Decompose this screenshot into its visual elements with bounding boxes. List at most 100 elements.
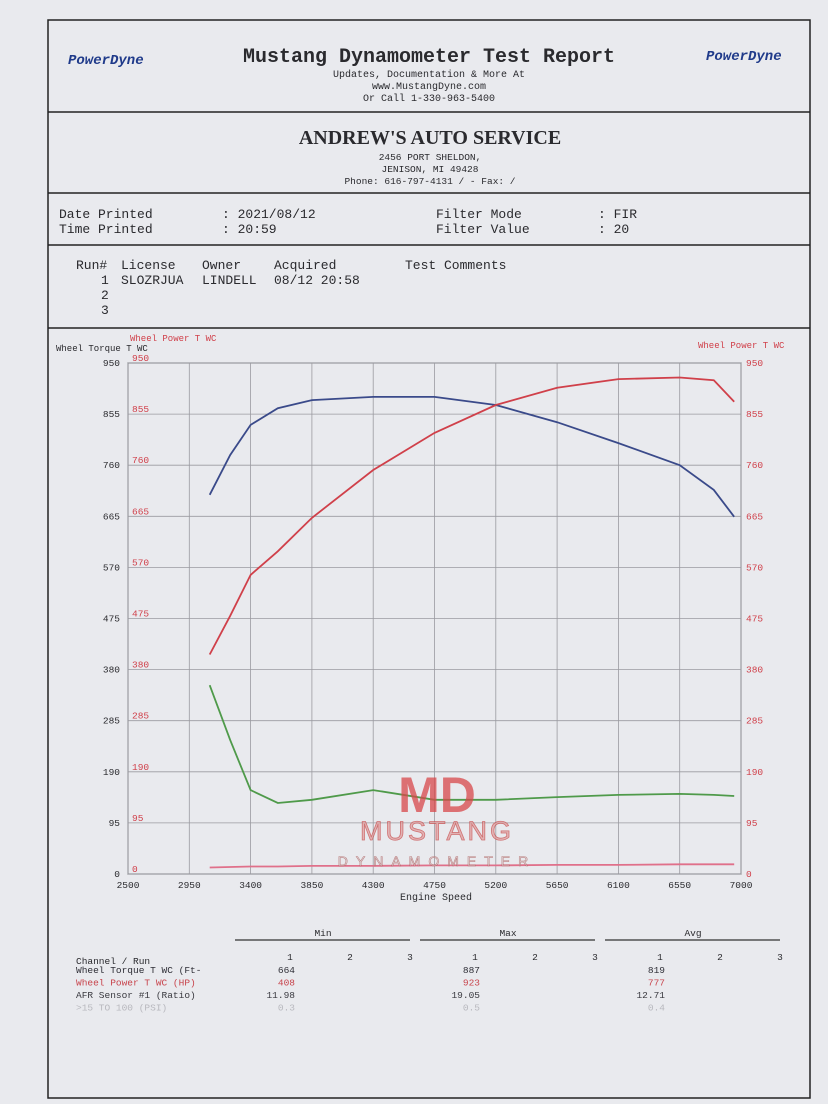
y2-tick-label: 475 — [746, 614, 763, 625]
y-tick-label: 760 — [103, 460, 120, 471]
summary-value: 819 — [648, 965, 665, 976]
outer-frame — [47, 19, 811, 1099]
y2-tick-label: 95 — [132, 813, 144, 824]
series-line — [208, 396, 735, 518]
y2-tick-label: 570 — [746, 562, 763, 573]
y2-axis-title: Wheel Power T WC — [698, 341, 785, 351]
shop-line: 2456 PORT SHELDON, — [379, 152, 482, 163]
run-number: 1 — [287, 952, 293, 963]
runs-header: License — [121, 258, 176, 273]
y2-tick-label: 380 — [132, 660, 149, 671]
run-number: 2 — [532, 952, 538, 963]
summary-value: 777 — [648, 978, 665, 989]
y2-tick-label: 855 — [746, 409, 763, 420]
summary-value: 408 — [278, 978, 295, 989]
info-value: : 20 — [598, 222, 629, 237]
x-axis-title: Engine Speed — [400, 892, 472, 904]
y-tick-label: 285 — [103, 716, 120, 727]
y2-tick-label: 190 — [132, 762, 149, 773]
run-cell: 1 — [101, 273, 109, 288]
y2-tick-label: 190 — [746, 767, 763, 778]
series-line — [208, 684, 735, 804]
y2-tick-label: 760 — [132, 455, 149, 466]
x-tick-label: 5650 — [546, 880, 569, 891]
report-title: Mustang Dynamometer Test Report — [243, 46, 615, 69]
x-tick-label: 2500 — [117, 880, 140, 891]
summary-value: 887 — [463, 965, 480, 976]
summary-value: 0.3 — [278, 1003, 295, 1014]
header-line: Or Call 1-330-963-5400 — [363, 93, 495, 105]
run-number: 1 — [472, 952, 478, 963]
shop-name: ANDREW'S AUTO SERVICE — [299, 127, 561, 149]
channel-name: Wheel Power T WC (HP) — [76, 978, 196, 989]
y2-tick-label: 855 — [132, 404, 149, 415]
summary-value: 923 — [463, 978, 480, 989]
info-value: : 2021/08/12 — [222, 207, 316, 222]
run-cell: 2 — [101, 288, 109, 303]
logo: PowerDyne — [706, 49, 782, 65]
summary-value: 11.98 — [266, 990, 295, 1001]
y2-tick-label: 950 — [746, 358, 763, 369]
y-tick-label: 475 — [103, 614, 120, 625]
run-cell: 08/12 20:58 — [274, 273, 360, 288]
x-tick-label: 4750 — [423, 880, 446, 891]
info-label: Filter Mode — [436, 207, 522, 222]
y2-tick-label: 950 — [132, 353, 149, 364]
group-header: Min — [314, 928, 331, 939]
y-tick-label: 665 — [103, 511, 120, 522]
x-tick-label: 2950 — [178, 880, 201, 891]
y-tick-label: 950 — [103, 358, 120, 369]
info-value: : 20:59 — [222, 222, 277, 237]
y2-tick-label: 0 — [132, 864, 138, 875]
x-tick-label: 3400 — [239, 880, 262, 891]
x-tick-label: 3850 — [300, 880, 323, 891]
runs-header: Acquired — [274, 258, 336, 273]
runs-header: Run# — [76, 258, 107, 273]
x-tick-label: 6550 — [668, 880, 691, 891]
watermark-name: MUSTANG — [360, 816, 514, 846]
y2-tick-label: 570 — [132, 557, 149, 568]
run-cell: LINDELL — [202, 273, 257, 288]
y-tick-label: 0 — [114, 869, 120, 880]
y2-tick-label: 760 — [746, 460, 763, 471]
y-tick-label: 190 — [103, 767, 120, 778]
run-number: 2 — [717, 952, 723, 963]
summary-value: 0.5 — [463, 1003, 480, 1014]
header-line: Updates, Documentation & More At — [333, 69, 525, 81]
header-line: www.MustangDyne.com — [372, 82, 486, 93]
y-tick-label: 570 — [103, 562, 120, 573]
group-header: Avg — [684, 928, 701, 939]
summary-value: 664 — [278, 965, 295, 976]
summary-value: 19.05 — [451, 990, 480, 1001]
y2-tick-label: 665 — [132, 506, 149, 517]
channel-name: Wheel Torque T WC (Ft- — [76, 965, 201, 976]
table-header: Channel / Run — [76, 956, 150, 967]
y2-tick-label: 285 — [132, 711, 149, 722]
y2-tick-label: 475 — [132, 609, 149, 620]
shop-line: JENISON, MI 49428 — [382, 164, 479, 175]
watermark: MD MUSTANG DYNAMOMETER — [337, 767, 528, 869]
info-label: Time Printed — [59, 222, 153, 237]
y2-tick-label: 380 — [746, 665, 763, 676]
chart: 0 95 190 285 380 475 570 665 760 855 950 0 0 95 95 190 1… — [103, 353, 764, 891]
y-tick-label: 855 — [103, 409, 120, 420]
run-cell: SLOZRJUA — [121, 273, 184, 288]
x-tick-label: 5200 — [484, 880, 507, 891]
group-header: Max — [499, 928, 516, 939]
y-tick-label: 380 — [103, 665, 120, 676]
run-number: 3 — [407, 952, 413, 963]
run-number: 1 — [657, 952, 663, 963]
series-line — [209, 863, 735, 869]
run-cell: 3 — [101, 303, 109, 318]
x-tick-label: 4300 — [362, 880, 385, 891]
x-tick-label: 7000 — [730, 880, 753, 891]
channel-name: >15 TO 100 (PSI) — [76, 1003, 167, 1014]
run-number: 3 — [777, 952, 783, 963]
run-number: 3 — [592, 952, 598, 963]
y-tick-label: 95 — [109, 818, 121, 829]
y2-tick-label: 0 — [746, 869, 752, 880]
watermark-mark: MD — [398, 767, 476, 823]
